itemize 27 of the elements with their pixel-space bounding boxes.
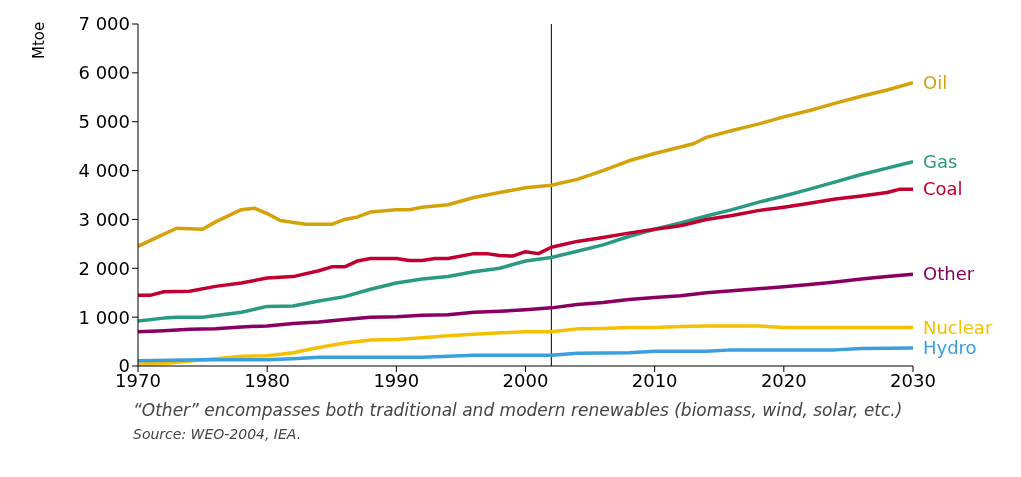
y-tick-label: 5 000 (78, 111, 130, 133)
text: “Other” encompasses both traditional and modern renewables (biomass, wind, solar, etc.) (133, 400, 904, 420)
x-tick-label: 2030 (890, 369, 936, 391)
y-tick-label: 3 000 (78, 208, 130, 230)
y-tick-label: 7 000 (78, 13, 130, 35)
y-axis-title: Mtoe (29, 21, 48, 59)
x-tick-label: 2020 (760, 369, 807, 391)
x-tick-label: 1990 (373, 369, 420, 391)
line-series (138, 272, 913, 334)
line-series (138, 346, 913, 363)
y-tick-label: 4 000 (78, 159, 130, 181)
y-tick-label: 1 000 (78, 306, 130, 328)
x-tick-label: 2010 (631, 369, 678, 391)
y-tick-label: 2 000 (78, 257, 130, 279)
x-tick-label: 1980 (244, 369, 291, 391)
series-label: Oil (923, 71, 948, 93)
line-series (138, 187, 913, 297)
x-tick-label: 2000 (502, 369, 549, 391)
series-label: Other (923, 263, 975, 285)
series-label: Coal (923, 178, 963, 200)
source-note: Source: WEO-2004, IEA. (133, 426, 303, 442)
series-label: Gas (923, 151, 958, 173)
series-label: Nuclear (923, 316, 993, 338)
line-series (138, 160, 913, 323)
y-tick-label: 6 000 (78, 62, 130, 84)
line-series (138, 80, 913, 249)
series-label: Hydro (923, 337, 977, 359)
